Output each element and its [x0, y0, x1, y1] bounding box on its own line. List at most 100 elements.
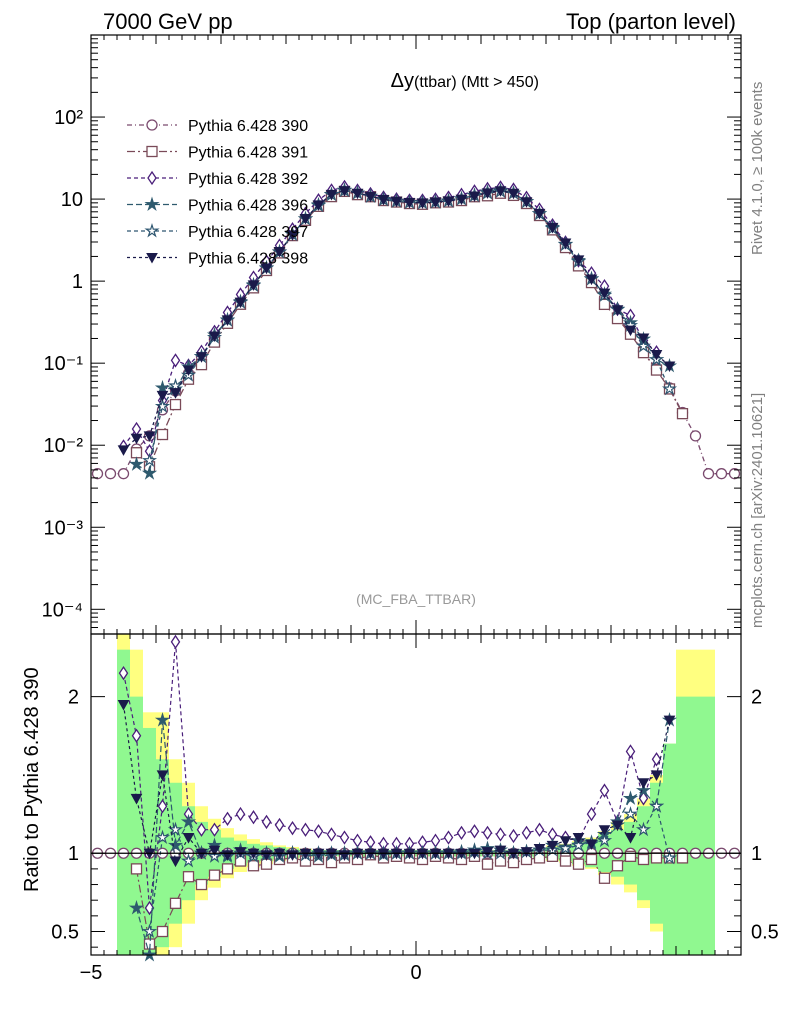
data-point — [611, 860, 624, 872]
data-point — [287, 820, 298, 836]
data-point — [195, 878, 208, 891]
legend-label: Pythia 6.428 397 — [188, 224, 308, 241]
data-point — [650, 770, 663, 781]
green-band-bin — [117, 649, 130, 955]
data-point — [146, 253, 158, 264]
data-point — [521, 825, 532, 841]
data-point — [676, 852, 689, 864]
legend-label: Pythia 6.428 398 — [188, 251, 308, 268]
data-point — [167, 821, 184, 837]
data-point — [611, 305, 624, 316]
data-point — [637, 333, 650, 344]
data-point — [651, 752, 662, 767]
data-point — [156, 390, 169, 402]
data-point — [154, 829, 171, 845]
data-point — [469, 824, 480, 839]
data-point — [169, 398, 182, 411]
data-point — [141, 452, 158, 468]
data-point — [182, 833, 195, 844]
data-point — [689, 430, 702, 442]
plot-title-symbol: Δy — [391, 70, 414, 92]
legend-entry: Pythia 6.428 396 — [127, 196, 308, 215]
data-point — [663, 361, 676, 372]
legend: Pythia 6.428 390 Pythia 6.428 391 Pythia 6… — [127, 118, 308, 268]
data-point — [430, 833, 441, 848]
series-0 — [91, 184, 741, 859]
mcplots-label: mcplots.cern.ch [arXiv:2401.10621] — [749, 393, 766, 628]
ratio-y-axis-label: Ratio to Pythia 6.428 390 — [21, 667, 43, 892]
data-point — [481, 858, 494, 870]
legend-entry: Pythia 6.428 392 — [127, 170, 308, 188]
data-point — [559, 855, 572, 867]
data-point — [128, 899, 145, 915]
data-point — [209, 822, 220, 837]
data-point — [482, 825, 493, 841]
data-point — [508, 828, 519, 844]
data-point — [611, 820, 624, 832]
data-point — [559, 836, 572, 847]
data-point — [169, 388, 182, 399]
data-point — [635, 338, 652, 353]
data-point — [585, 853, 598, 866]
data-point — [663, 715, 676, 727]
data-point — [234, 297, 247, 309]
y-tick-label: 10 — [61, 189, 83, 211]
data-point — [130, 433, 143, 445]
data-point — [637, 853, 650, 866]
data-point — [702, 468, 715, 480]
data-point — [274, 817, 285, 833]
data-point — [546, 222, 559, 234]
data-point — [468, 191, 481, 203]
x-tick-label: −5 — [80, 962, 103, 984]
data-point — [533, 208, 546, 220]
legend-entry: Pythia 6.428 398 — [127, 251, 308, 268]
data-point — [585, 274, 598, 286]
data-point — [455, 194, 468, 206]
data-point — [598, 872, 611, 884]
data-point — [128, 456, 145, 471]
green-band-bin — [676, 696, 689, 955]
data-point — [572, 255, 585, 266]
data-point — [534, 822, 545, 837]
data-point — [377, 194, 390, 206]
data-point — [156, 770, 169, 781]
data-point — [572, 858, 585, 870]
data-point — [130, 447, 143, 459]
data-point — [170, 353, 181, 368]
data-point — [180, 813, 197, 829]
data-point — [650, 350, 663, 361]
data-point — [622, 806, 639, 821]
data-point — [416, 198, 429, 209]
data-point — [572, 833, 585, 844]
data-point — [625, 744, 636, 759]
data-point — [170, 634, 181, 650]
legend-entry: Pythia 6.428 390 — [127, 118, 308, 135]
data-point — [208, 845, 221, 857]
data-point — [143, 431, 156, 442]
ratio-uncertainty-bands — [117, 634, 715, 955]
data-point — [208, 869, 221, 881]
data-point — [221, 315, 234, 326]
data-point — [650, 852, 663, 864]
legend-label: Pythia 6.428 392 — [188, 171, 308, 188]
data-point — [390, 196, 403, 208]
data-point — [661, 849, 678, 865]
data-point — [299, 213, 312, 225]
data-point — [141, 923, 158, 939]
data-point — [546, 840, 559, 852]
data-point — [622, 790, 639, 805]
series-4 — [141, 182, 678, 939]
data-point — [352, 833, 363, 848]
ratio-y-tick-label: 0.5 — [51, 922, 79, 944]
data-point — [520, 197, 533, 208]
data-point — [507, 188, 520, 200]
data-point — [557, 840, 574, 856]
y-tick-label: 10⁻¹ — [44, 353, 84, 375]
data-point — [118, 665, 129, 681]
data-point — [495, 827, 506, 842]
header-left: 7000 GeV pp — [103, 9, 233, 34]
data-point — [481, 847, 494, 858]
data-point — [144, 196, 160, 212]
data-point — [222, 811, 233, 826]
